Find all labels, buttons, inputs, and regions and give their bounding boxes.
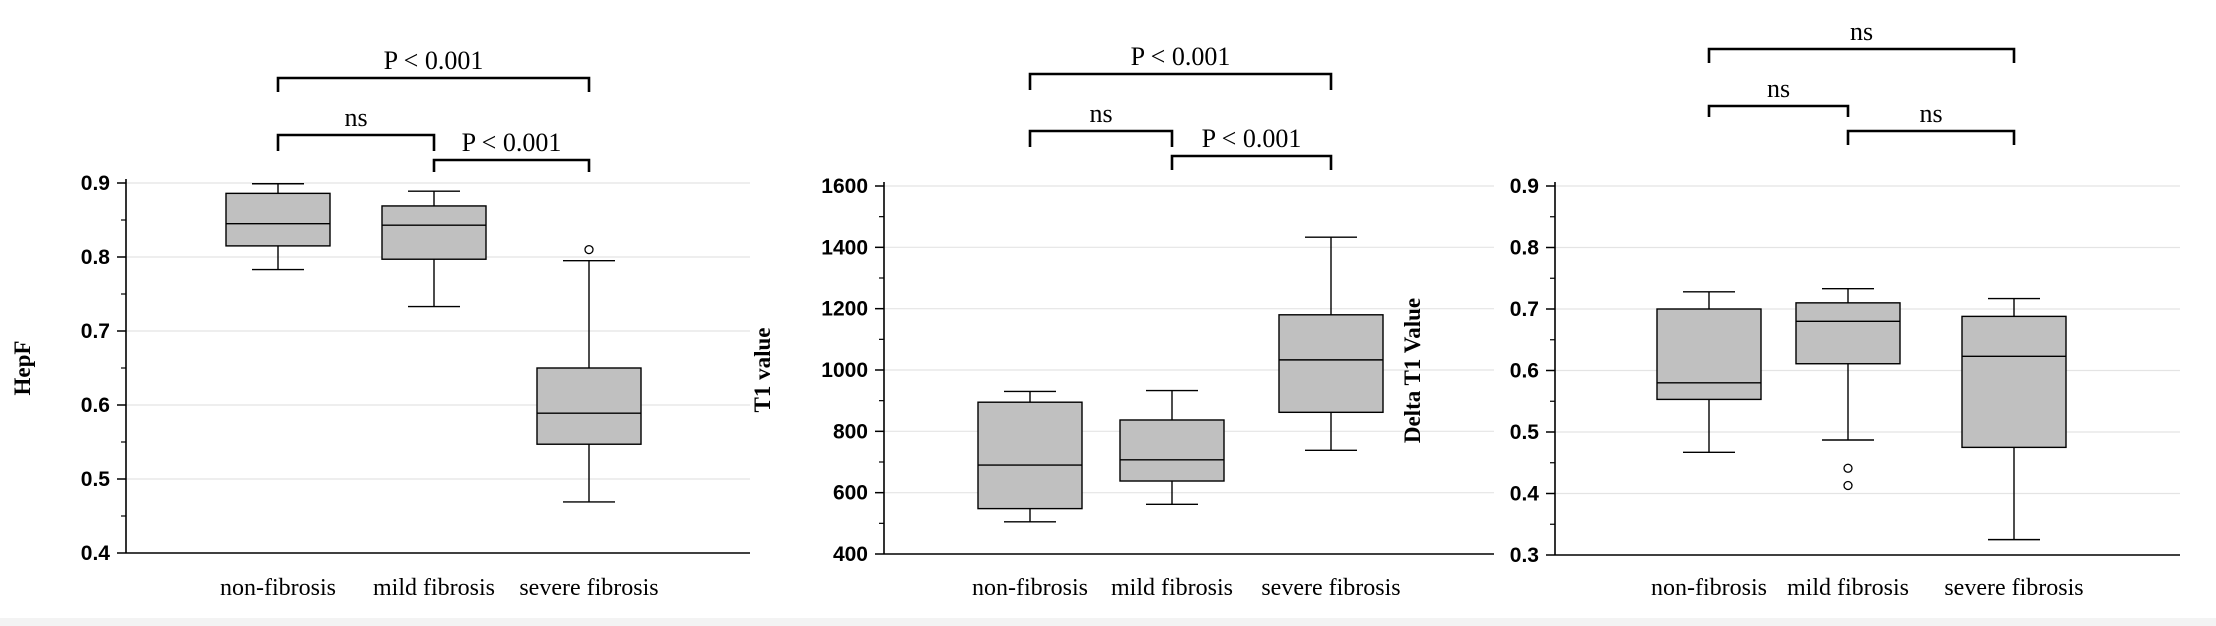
panel-3: 0.3 0.4 0.5 0.6 0.7 0.8 0.9 Delta T1 Value non-f…: [1400, 17, 2180, 601]
significance-label: P < 0.001: [462, 128, 562, 157]
y-tick-label: 0.7: [81, 320, 110, 343]
y-tick-label: 800: [833, 420, 868, 443]
significance-label: ns: [344, 103, 367, 132]
significance-label: P < 0.001: [1202, 124, 1302, 153]
x-category-label: non-fibrosis: [1651, 575, 1767, 601]
y-tick-label: 1000: [821, 359, 868, 382]
y-tick-label: 0.4: [81, 542, 111, 565]
box-1: [977, 390, 1083, 523]
box-2: [381, 190, 487, 308]
y-tick-label: 0.6: [1510, 360, 1539, 383]
bracket-line: [1028, 129, 1174, 147]
box-2: [1119, 389, 1225, 506]
y-tick-label: 600: [833, 482, 868, 505]
significance-bracket: P < 0.001: [1028, 42, 1333, 90]
x-category-label: severe fibrosis: [519, 575, 658, 601]
box-3: [536, 244, 642, 503]
panel-2: 400 600 800 1000 1200 1400 1600 T1 value non-fib…: [750, 42, 1494, 601]
x-category-label: severe fibrosis: [1261, 575, 1400, 601]
bracket-line: [1028, 72, 1333, 90]
iqr-box: [536, 367, 642, 445]
significance-label: P < 0.001: [1131, 42, 1231, 71]
x-category-label: non-fibrosis: [972, 575, 1088, 601]
outlier-point: [1843, 463, 1853, 473]
y-axis-title: HepF: [10, 341, 35, 396]
box-1: [225, 183, 331, 271]
y-tick-label: 0.9: [1510, 175, 1539, 198]
iqr-box: [1119, 419, 1225, 482]
significance-label: ns: [1919, 99, 1942, 128]
bracket-line: [432, 158, 591, 172]
iqr-box: [1795, 302, 1901, 365]
x-category-label: mild fibrosis: [373, 575, 495, 601]
y-tick-label: 1200: [821, 298, 868, 321]
y-tick-label: 0.9: [81, 172, 110, 195]
iqr-box: [1961, 315, 2067, 449]
significance-label: P < 0.001: [384, 46, 484, 75]
significance-bracket: P < 0.001: [432, 128, 591, 172]
outlier-point: [584, 244, 594, 255]
bracket-line: [1170, 154, 1333, 170]
y-tick-label: 0.6: [81, 394, 110, 417]
significance-bracket: ns: [1028, 99, 1174, 147]
iqr-box: [1278, 314, 1384, 414]
significance-label: ns: [1089, 99, 1112, 128]
y-tick-label: 0.3: [1510, 544, 1539, 567]
bracket-line: [276, 76, 591, 92]
box-1: [1656, 291, 1762, 453]
bracket-line: [1707, 104, 1850, 117]
iqr-box: [1656, 308, 1762, 401]
panel-1: 0.4 0.5 0.6 0.7 0.8 0.9 HepF non-fibrosis mild f…: [10, 46, 750, 601]
bracket-line: [276, 133, 436, 151]
significance-bracket: ns: [276, 103, 436, 151]
iqr-box: [225, 192, 331, 247]
iqr-box: [977, 401, 1083, 510]
outlier-point: [1843, 480, 1853, 491]
x-category-label: severe fibrosis: [1944, 575, 2083, 601]
x-category-label: mild fibrosis: [1111, 575, 1233, 601]
y-tick-label: 0.4: [1510, 483, 1540, 506]
bracket-line: [1707, 47, 2016, 63]
footer-band: [0, 618, 2216, 626]
y-axis-title: T1 value: [750, 328, 775, 413]
significance-bracket: P < 0.001: [276, 46, 591, 92]
bracket-line: [1846, 129, 2016, 145]
box-2: [1795, 288, 1901, 491]
y-tick-label: 0.5: [1510, 421, 1540, 444]
y-tick-label: 1600: [821, 175, 868, 198]
box-3: [1278, 236, 1384, 452]
x-category-label: non-fibrosis: [220, 575, 336, 601]
y-tick-label: 400: [833, 543, 868, 566]
x-category-label: mild fibrosis: [1787, 575, 1909, 601]
significance-bracket: ns: [1707, 17, 2016, 63]
significance-bracket: P < 0.001: [1170, 124, 1333, 170]
y-axis-title: Delta T1 Value: [1400, 298, 1425, 443]
significance-label: ns: [1767, 74, 1790, 103]
iqr-box: [381, 205, 487, 260]
significance-bracket: ns: [1707, 74, 1850, 117]
significance-label: ns: [1850, 17, 1873, 46]
y-tick-label: 0.8: [1510, 237, 1540, 260]
y-tick-label: 0.8: [81, 246, 111, 269]
y-tick-label: 1400: [821, 236, 868, 259]
significance-bracket: ns: [1846, 99, 2016, 145]
box-3: [1961, 297, 2067, 541]
y-tick-label: 0.5: [81, 468, 111, 491]
y-tick-label: 0.7: [1510, 298, 1539, 321]
